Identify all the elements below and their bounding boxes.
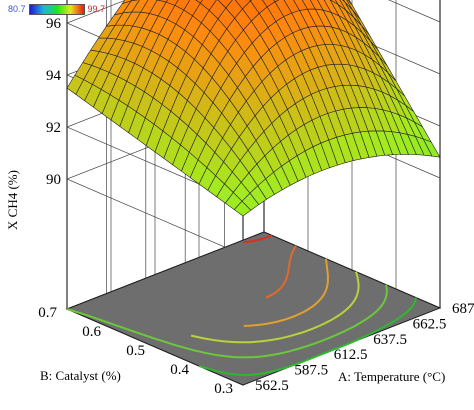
colorbar-legend: 80.7 99.7 xyxy=(8,3,105,15)
z-tick-label: 96 xyxy=(46,16,62,32)
x-axis-title: A: Temperature (°C) xyxy=(338,369,445,384)
colorbar-min-label: 80.7 xyxy=(8,4,26,14)
floor-contour-plane xyxy=(65,231,442,386)
z-tick-label: 94 xyxy=(46,68,62,84)
surface-cell xyxy=(156,0,168,3)
floor-plane xyxy=(65,231,442,386)
x-tick-label: 587.5 xyxy=(294,363,328,379)
x-tick-label: 637.5 xyxy=(373,332,407,348)
z-tick-label: 90 xyxy=(46,172,61,188)
floor-contour-line xyxy=(66,284,388,359)
x-tick-label: 662.5 xyxy=(413,316,447,332)
floor-contour-line xyxy=(243,234,273,244)
tick-labels: 9092949698100102562.5587.5612.5637.5662.… xyxy=(38,16,474,397)
y-tick-label: 0.3 xyxy=(214,381,233,397)
surface-cell xyxy=(130,0,139,2)
y-axis-title: B: Catalyst (%) xyxy=(40,368,121,383)
colorbar-gradient xyxy=(28,3,85,15)
floor-contour-line xyxy=(265,245,297,299)
z-tick-label: 92 xyxy=(46,120,61,136)
colorbar-max-label: 99.7 xyxy=(87,4,106,14)
x-tick-label: 612.5 xyxy=(334,347,368,363)
floor-contour-line xyxy=(243,258,329,327)
y-tick-label: 0.5 xyxy=(126,343,145,359)
surface-cell xyxy=(121,0,132,5)
floor-contour-line xyxy=(190,271,360,344)
y-tick-label: 0.6 xyxy=(82,324,101,340)
surface-cell xyxy=(165,0,179,6)
response-surface xyxy=(66,0,441,217)
floor-contour-line xyxy=(198,297,417,377)
z-axis-title-text: X CH4 (%) xyxy=(5,170,20,230)
x-tick-label: 562.5 xyxy=(255,378,289,394)
y-tick-label: 0.7 xyxy=(38,305,57,321)
x-tick-label: 687.5 xyxy=(452,301,474,317)
z-axis-title: X CH4 (%) xyxy=(5,170,20,230)
surface-cell xyxy=(422,138,441,158)
y-tick-label: 0.4 xyxy=(170,362,189,378)
